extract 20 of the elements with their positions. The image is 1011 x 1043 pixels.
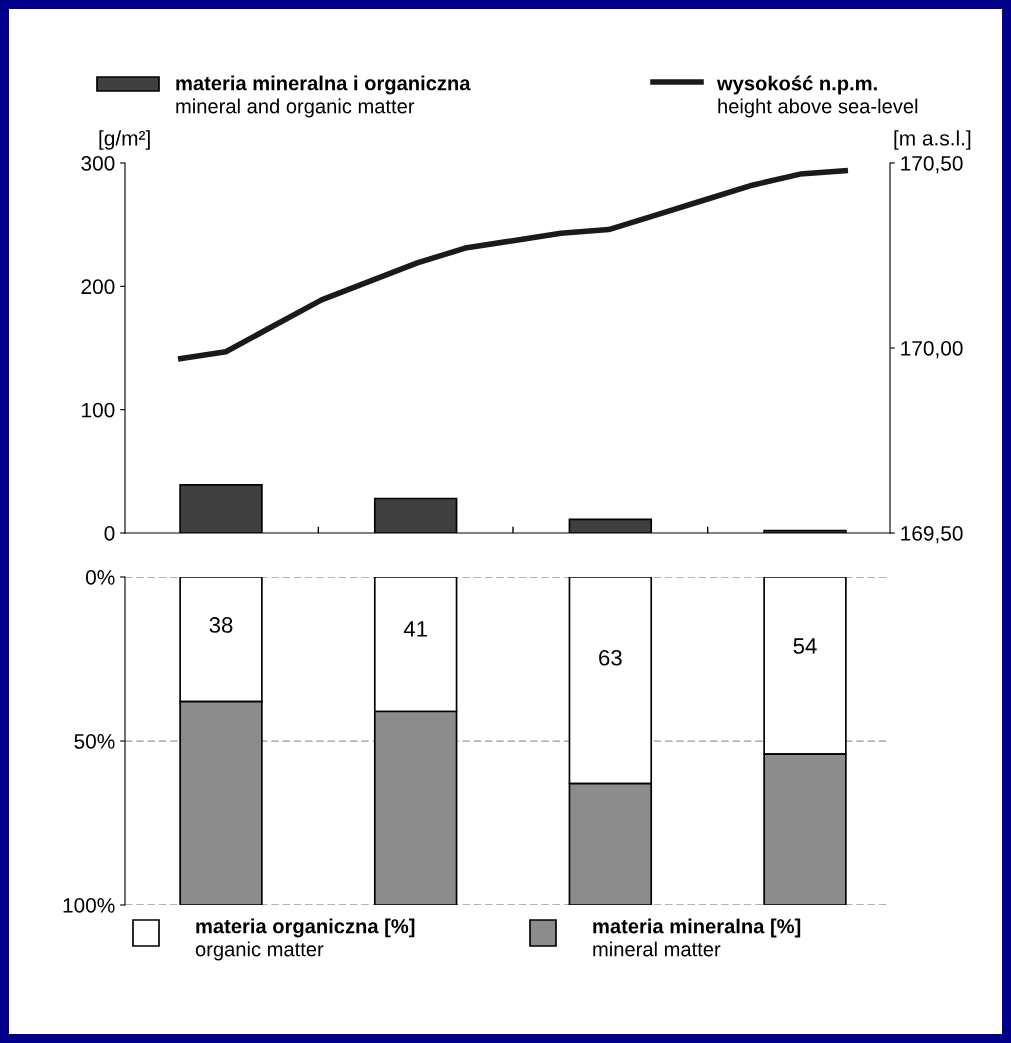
y-tick-label: 0% (85, 570, 115, 585)
y-axis-title: [g/m²] (99, 130, 150, 150)
y-tick-label: 0 (104, 526, 115, 541)
y-tick-label: 170,50 (901, 156, 963, 174)
legend-label: materia organiczna [%] organic matter (195, 918, 415, 961)
y-axis-title: [m a.s.l.] (894, 130, 971, 150)
y-tick-label: 100 (82, 402, 115, 418)
legend-label: materia mineralna [%] mineral matter (593, 918, 801, 957)
data-label: 63 (599, 649, 622, 666)
legend-label: wysokość n.p.m. height above sea-level (716, 75, 918, 118)
legend-label: materia mineralna i organiczna mineral and organic matter (176, 75, 471, 118)
y-tick-label: 169,50 (901, 526, 963, 544)
y-tick-label: 100% (63, 898, 115, 913)
y-tick-label: 50% (74, 734, 115, 749)
data-label: 54 (793, 638, 817, 654)
data-label: 41 (403, 621, 427, 637)
data-label: 38 (209, 617, 233, 633)
y-tick-label: 200 (81, 279, 115, 295)
y-tick-label: 300 (81, 156, 115, 171)
y-tick-label: 170,00 (901, 341, 963, 359)
